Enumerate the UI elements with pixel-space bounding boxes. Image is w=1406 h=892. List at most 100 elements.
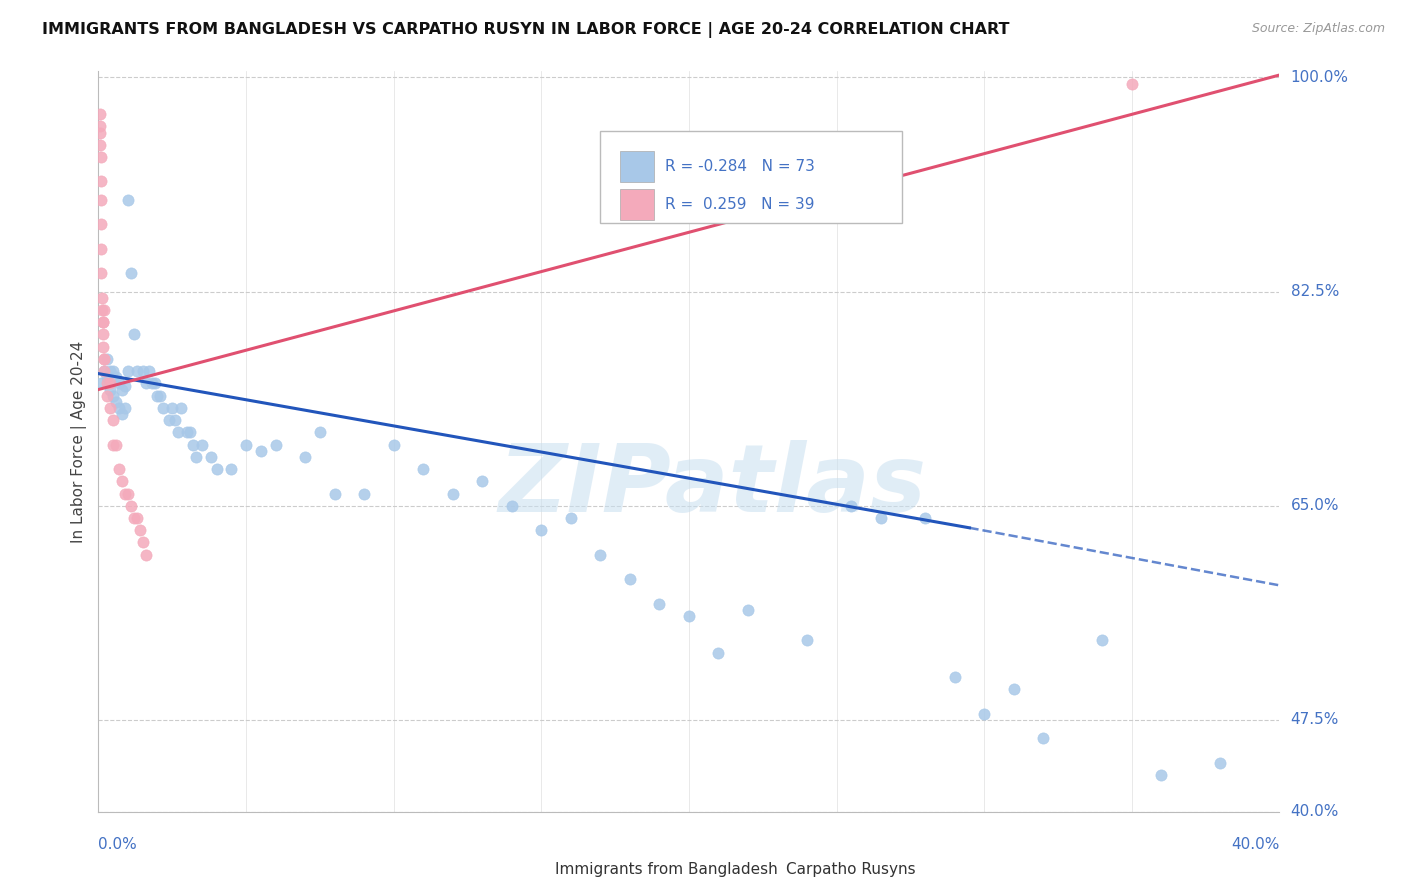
Bar: [620, 188, 654, 219]
Point: [117, 193, 139, 207]
Point: [90, 150, 112, 164]
Point: [90, 376, 112, 391]
Point: [91, 315, 114, 329]
Text: 0.0%: 0.0%: [98, 837, 138, 852]
Text: 82.5%: 82.5%: [1291, 285, 1339, 299]
Point: [91, 315, 114, 329]
Point: [135, 548, 157, 562]
Text: IMMIGRANTS FROM BANGLADESH VS CARPATHO RUSYN IN LABOR FORCE | AGE 20-24 CORRELAT: IMMIGRANTS FROM BANGLADESH VS CARPATHO R…: [42, 22, 1010, 38]
Point: [114, 379, 136, 393]
Point: [179, 425, 201, 440]
Point: [103, 389, 125, 403]
Point: [205, 462, 228, 476]
Point: [170, 401, 193, 415]
Point: [796, 633, 818, 648]
Point: [382, 437, 405, 451]
Text: Carpatho Rusyns: Carpatho Rusyns: [786, 862, 915, 877]
Point: [98, 364, 121, 378]
Point: [93, 351, 115, 366]
FancyBboxPatch shape: [600, 130, 901, 223]
Point: [89, 120, 111, 134]
Point: [117, 486, 139, 500]
Point: [943, 670, 966, 684]
Point: [184, 450, 207, 464]
Point: [149, 389, 172, 403]
Point: [132, 364, 155, 378]
Point: [146, 389, 169, 403]
Point: [1032, 731, 1054, 746]
Text: ZIPatlas: ZIPatlas: [499, 440, 927, 532]
Point: [914, 511, 936, 525]
Point: [90, 217, 112, 231]
Point: [91, 303, 114, 318]
Point: [91, 327, 114, 342]
Point: [737, 603, 759, 617]
Point: [707, 646, 730, 660]
Point: [93, 303, 115, 318]
Point: [93, 364, 115, 378]
Point: [143, 376, 166, 391]
Point: [176, 425, 198, 440]
Point: [111, 407, 134, 421]
Point: [108, 401, 131, 415]
Point: [200, 450, 222, 464]
Point: [120, 499, 142, 513]
Point: [103, 413, 125, 427]
Text: 40.0%: 40.0%: [1291, 805, 1339, 819]
Point: [353, 486, 375, 500]
Text: 40.0%: 40.0%: [1232, 837, 1279, 852]
Point: [619, 572, 641, 586]
Point: [105, 394, 128, 409]
Text: 47.5%: 47.5%: [1291, 713, 1339, 728]
Y-axis label: In Labor Force | Age 20-24: In Labor Force | Age 20-24: [72, 341, 87, 542]
Point: [96, 389, 118, 403]
Point: [120, 266, 142, 280]
Point: [93, 351, 115, 366]
Point: [117, 364, 139, 378]
Point: [167, 425, 190, 440]
Point: [648, 597, 671, 611]
Point: [235, 437, 257, 451]
Point: [1121, 77, 1143, 91]
Point: [90, 242, 112, 256]
Point: [90, 193, 112, 207]
Point: [412, 462, 434, 476]
Point: [103, 437, 125, 451]
Point: [323, 486, 346, 500]
Point: [560, 511, 582, 525]
Point: [105, 437, 128, 451]
Point: [128, 523, 150, 537]
Point: [90, 174, 112, 188]
Point: [89, 137, 111, 152]
Point: [114, 401, 136, 415]
Text: Immigrants from Bangladesh: Immigrants from Bangladesh: [555, 862, 779, 877]
Text: R =  0.259   N = 39: R = 0.259 N = 39: [665, 196, 815, 211]
Point: [530, 523, 553, 537]
Point: [105, 370, 128, 384]
Point: [96, 351, 118, 366]
Text: 100.0%: 100.0%: [1291, 70, 1348, 85]
Point: [93, 340, 115, 354]
Point: [141, 376, 163, 391]
Point: [132, 535, 155, 549]
Point: [869, 511, 891, 525]
Point: [135, 376, 157, 391]
Point: [441, 486, 464, 500]
Point: [181, 437, 204, 451]
Point: [98, 383, 121, 397]
Point: [138, 364, 160, 378]
Text: R = -0.284   N = 73: R = -0.284 N = 73: [665, 159, 815, 174]
Point: [103, 364, 125, 378]
Point: [1091, 633, 1114, 648]
Point: [89, 107, 111, 121]
Point: [165, 413, 187, 427]
Bar: [742, 858, 778, 880]
Text: 65.0%: 65.0%: [1291, 499, 1339, 513]
Bar: [512, 858, 547, 880]
Point: [125, 511, 148, 525]
Point: [678, 608, 700, 623]
Point: [157, 413, 180, 427]
Point: [219, 462, 242, 476]
Point: [96, 370, 118, 384]
Point: [1150, 768, 1173, 782]
